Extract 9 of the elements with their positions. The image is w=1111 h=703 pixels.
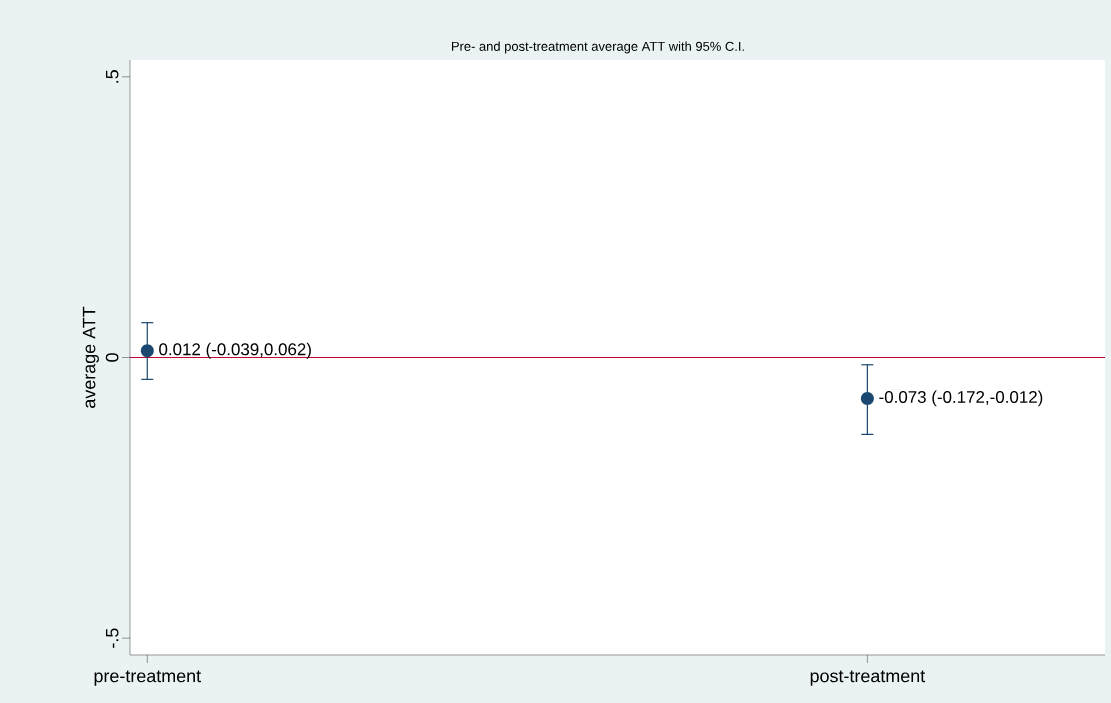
data-label: 0.012 (-0.039,0.062) [159,342,311,359]
y-tick-label: -.5 [105,628,119,648]
y-tick-label: .5 [105,70,119,83]
data-label: -0.073 (-0.172,-0.012) [879,390,1043,407]
y-tick-label: 0 [105,353,119,362]
x-tick-label: post-treatment [810,670,926,686]
x-tick-label: pre-treatment [94,670,201,686]
chart-title: Pre- and post-treatment average ATT with 95% C.I. [451,41,744,54]
y-axis-title: average ATT [82,306,99,408]
